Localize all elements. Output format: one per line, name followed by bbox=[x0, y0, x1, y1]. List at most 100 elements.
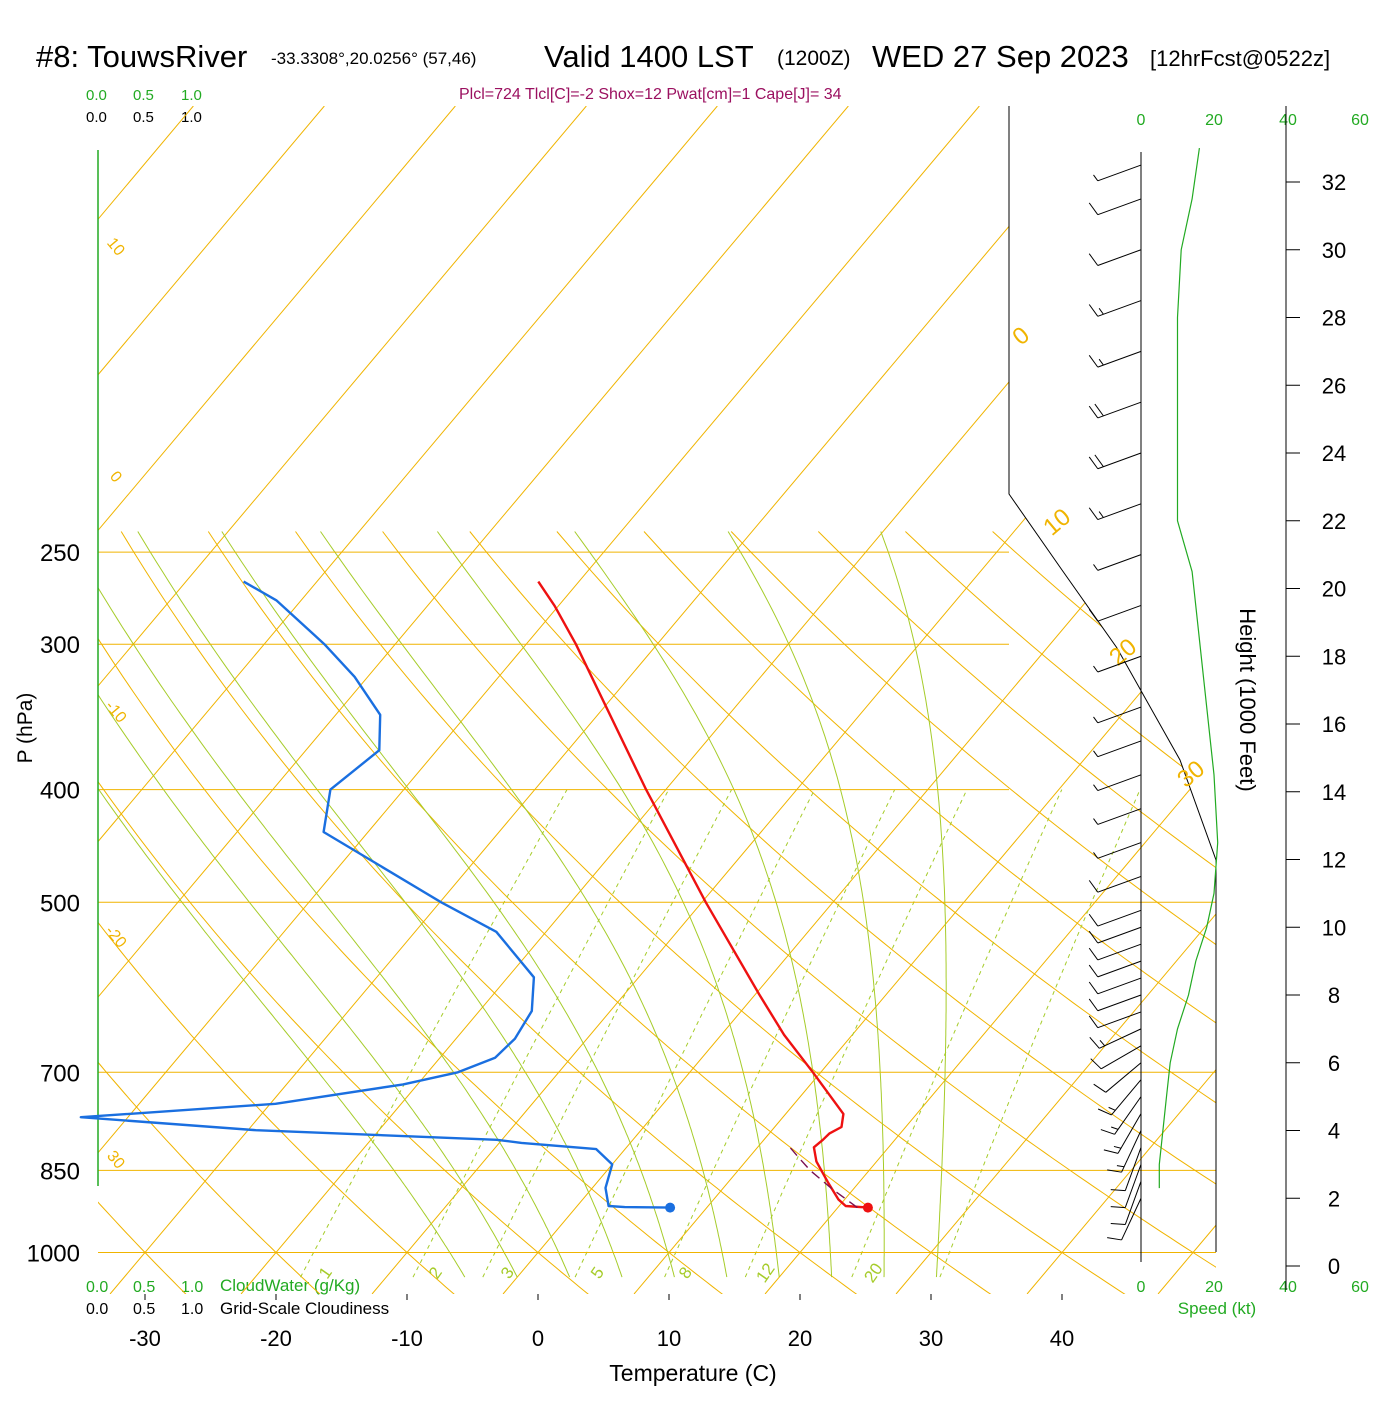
cloud-scale-bottom-black-1: 0.5 bbox=[133, 1301, 155, 1318]
wind-barb bbox=[1088, 960, 1142, 978]
height-tick-label: 20 bbox=[1322, 577, 1346, 602]
cloud-scale-bottom-1: 0.5 bbox=[133, 1279, 155, 1296]
height-tick-label: 22 bbox=[1322, 509, 1346, 534]
wind-barb-staff bbox=[1111, 1079, 1142, 1116]
cloud-scale-top-0: 0.0 bbox=[86, 87, 107, 104]
mixing-ratio-line bbox=[939, 789, 1141, 1278]
x-tick-label: 30 bbox=[919, 1326, 943, 1351]
wind-barb bbox=[1088, 503, 1142, 521]
wind-barb-staff bbox=[1097, 706, 1142, 724]
wind-barb-staff bbox=[1100, 1045, 1142, 1070]
temperature-line bbox=[537, 580, 868, 1209]
cloud-scale-bottom-2: 1.0 bbox=[181, 1279, 203, 1296]
y-tick-label: 500 bbox=[40, 890, 80, 917]
wind-barb bbox=[1088, 994, 1142, 1012]
wind-barb bbox=[1103, 1113, 1142, 1154]
dry-adiabat-line bbox=[469, 531, 1216, 1294]
moist-adiabat-line bbox=[98, 531, 518, 1278]
wind-barb bbox=[1088, 875, 1142, 893]
wind-barb-staff bbox=[1097, 774, 1142, 792]
wind-barbs bbox=[1088, 148, 1219, 1241]
x-tick-label: 10 bbox=[657, 1326, 681, 1351]
height-tick-label: 26 bbox=[1322, 373, 1346, 398]
wind-barb-half-flag bbox=[1111, 1126, 1119, 1130]
y-tick-label: 1000 bbox=[27, 1241, 80, 1268]
wind-barb-flag bbox=[1088, 456, 1099, 470]
wind-barb-flag bbox=[1100, 1129, 1115, 1135]
clipped-lines bbox=[98, 106, 1216, 1294]
isotherm-line bbox=[98, 106, 325, 1294]
wind-barb-staff bbox=[1097, 926, 1142, 944]
wind-barb-staff bbox=[1097, 604, 1142, 622]
wind-barb-staff bbox=[1097, 655, 1142, 673]
isotherm-line bbox=[895, 106, 1216, 1294]
mixing-ratio-label: 8 bbox=[675, 1264, 696, 1283]
wind-barb-flag bbox=[1088, 880, 1099, 893]
moist-adiabat-line bbox=[137, 531, 623, 1278]
mixing-ratio-line bbox=[482, 789, 733, 1278]
x-tick-label: -10 bbox=[391, 1326, 423, 1351]
wind-barb bbox=[1088, 198, 1142, 216]
isotherm-line bbox=[98, 106, 587, 1294]
wind-barb-staff bbox=[1097, 350, 1142, 368]
wind-barb-half-flag bbox=[1098, 358, 1104, 366]
wind-barb bbox=[1093, 774, 1142, 792]
wind-barb-staff bbox=[1097, 300, 1142, 317]
wind-barb bbox=[1090, 1045, 1142, 1070]
wind-barb-staff bbox=[1114, 1096, 1142, 1135]
wind-barb bbox=[1093, 808, 1142, 825]
cloud-scale-top-1: 0.5 bbox=[133, 87, 154, 104]
speed-tick-bottom-0: 0 bbox=[1137, 1279, 1146, 1296]
wind-barb-half-flag bbox=[1093, 750, 1099, 757]
isotherm-line bbox=[98, 106, 718, 1294]
wind-barb-staff bbox=[1121, 1198, 1142, 1241]
y-tick-label: 400 bbox=[40, 778, 80, 805]
wind-barb bbox=[1088, 909, 1142, 927]
speed-tick-top-2: 40 bbox=[1279, 112, 1297, 129]
wind-barb bbox=[1093, 655, 1142, 673]
wind-barb bbox=[1088, 401, 1142, 419]
mixing-ratio-line bbox=[574, 789, 816, 1278]
wind-barb bbox=[1107, 1130, 1142, 1173]
wind-barb bbox=[1110, 1147, 1142, 1192]
wind-barb-staff bbox=[1097, 198, 1142, 216]
title-coords: -33.3308°,20.0256° (57,46) bbox=[271, 49, 476, 68]
wind-barb-half-flag bbox=[1108, 1106, 1116, 1111]
height-tick-label: 6 bbox=[1328, 1051, 1340, 1076]
wind-barb-staff bbox=[1099, 1028, 1142, 1049]
dry-adiabat-label: 20 bbox=[1104, 633, 1142, 671]
cloud-water-label: CloudWater (g/Kg) bbox=[220, 1276, 360, 1295]
x-tick-label: -30 bbox=[129, 1326, 161, 1351]
wind-barb-flag bbox=[1088, 913, 1099, 927]
moist-adiabat-line bbox=[98, 531, 466, 1278]
dry-adiabat-line bbox=[1166, 531, 1216, 1294]
wind-barb-half-flag bbox=[1093, 716, 1099, 724]
dry-adiabat-line bbox=[382, 531, 1216, 1294]
frame-right-edge bbox=[1008, 106, 1217, 1252]
title-valid: Valid 1400 LST bbox=[544, 39, 754, 74]
wind-barb-staff bbox=[1117, 1113, 1142, 1154]
wind-barb bbox=[1093, 164, 1142, 182]
wind-barb bbox=[1107, 1198, 1142, 1241]
wind-barb-staff bbox=[1097, 503, 1142, 521]
height-tick-label: 0 bbox=[1328, 1254, 1340, 1279]
isotherm-label: 0 bbox=[106, 468, 125, 486]
dry-adiabat-label: 10 bbox=[1038, 503, 1076, 541]
height-tick-label: 30 bbox=[1322, 238, 1346, 263]
isotherm-line bbox=[1026, 106, 1216, 1294]
wind-barb-half-flag bbox=[1093, 852, 1099, 859]
speed-tick-top-0: 0 bbox=[1137, 112, 1146, 129]
isotherm-label: 30 bbox=[103, 1148, 128, 1173]
wind-barb-flag bbox=[1094, 454, 1104, 467]
wind-barb bbox=[1110, 1164, 1142, 1209]
isotherm-line bbox=[98, 106, 456, 1294]
wind-barb-staff bbox=[1097, 164, 1142, 182]
y-tick-label: 250 bbox=[40, 540, 80, 567]
wind-barb-staff bbox=[1121, 1130, 1142, 1173]
mixing-ratio-line bbox=[664, 789, 896, 1278]
wind-barb-staff bbox=[1105, 1062, 1142, 1093]
isotherm-line bbox=[764, 106, 1216, 1294]
sounding-series bbox=[79, 580, 873, 1213]
wind-barb-staff bbox=[1124, 1147, 1142, 1191]
